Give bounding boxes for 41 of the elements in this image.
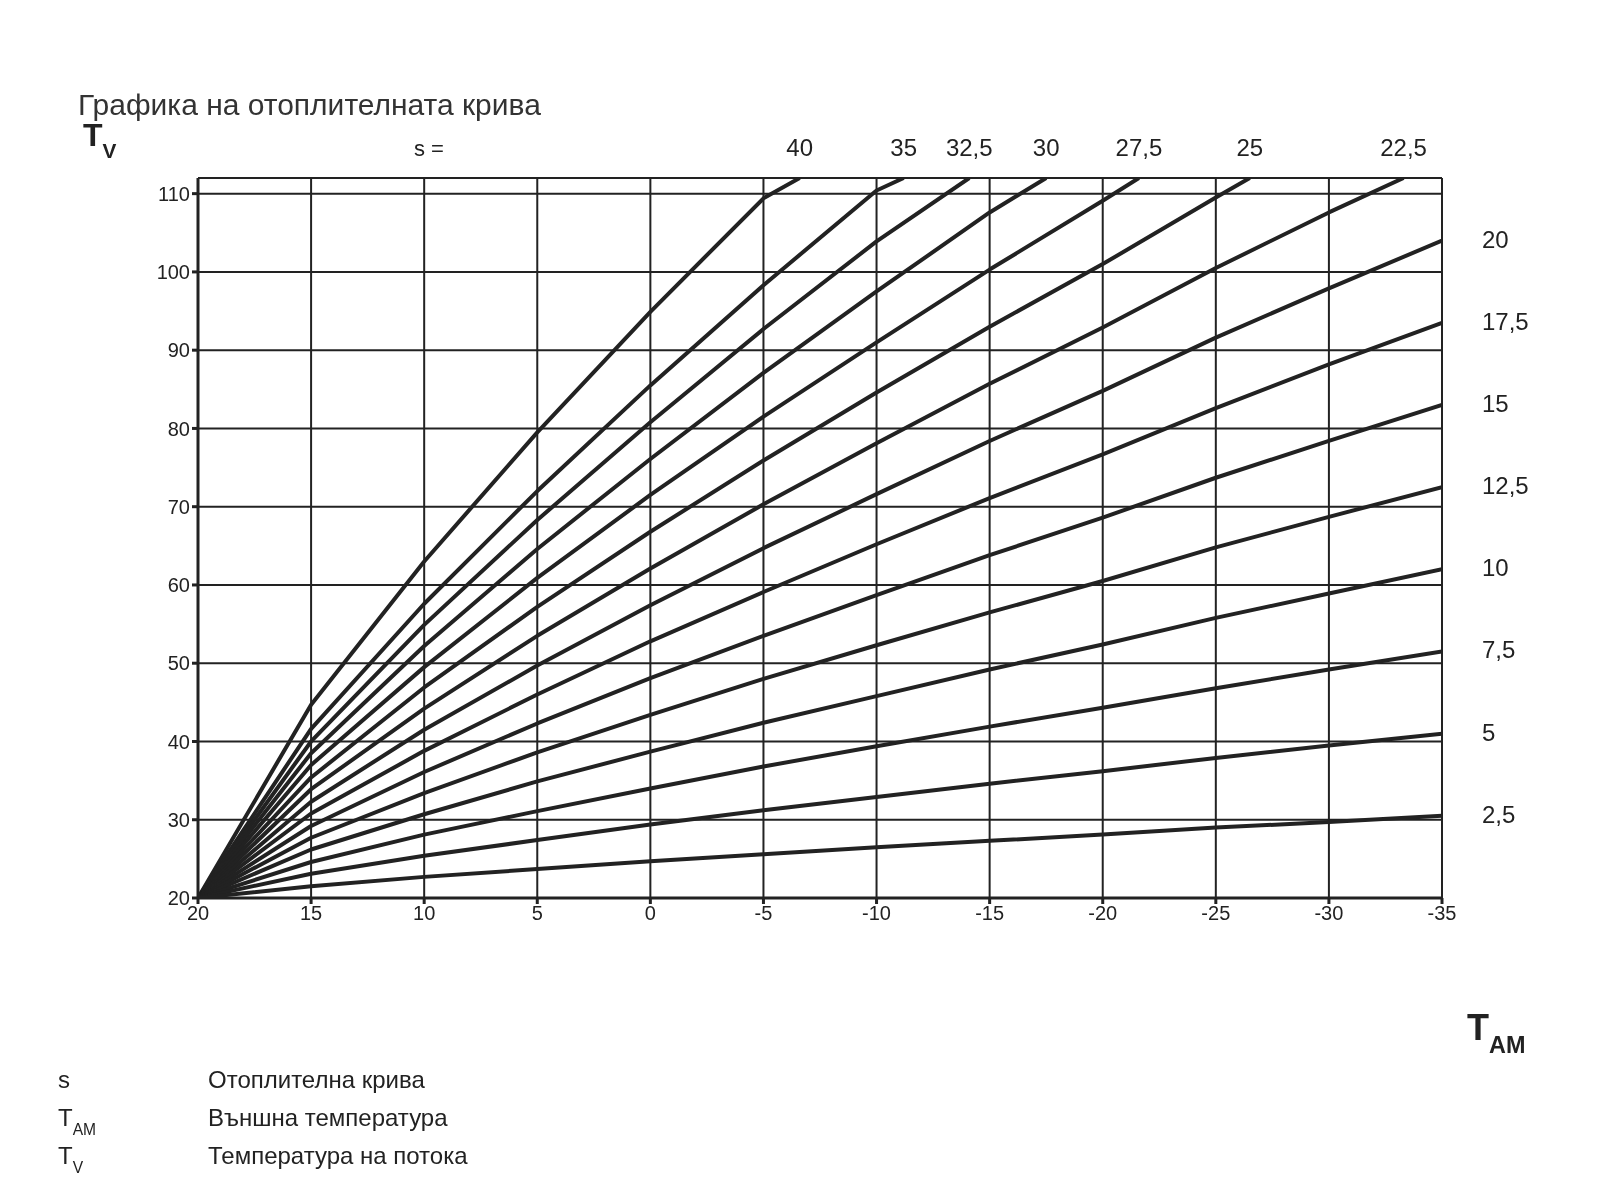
x-axis-title: T$_{AM}$ — [1467, 1007, 1526, 1058]
y-tick-label: 50 — [167, 652, 190, 675]
series-label: 22,5 — [1380, 134, 1427, 161]
chart-title: Графика на отоплителната крива — [78, 88, 541, 122]
series-label: 27,5 — [1115, 134, 1163, 161]
y-tick-label: 70 — [167, 495, 190, 518]
text: T$_{AM}$ Външна температура — [58, 1104, 448, 1138]
series-label: 10 — [1482, 554, 1509, 582]
series-label: 12,5 — [1482, 472, 1529, 500]
y-tick-label: 80 — [167, 417, 190, 440]
y-tick-label: 60 — [167, 574, 190, 597]
series-label: 40 — [786, 134, 813, 161]
y-tick-label: 110 — [158, 182, 190, 205]
x-tick-label: -15 — [975, 902, 1005, 925]
series-label: 7,5 — [1482, 636, 1516, 664]
x-tick-label: -10 — [862, 902, 891, 925]
series-label: 5 — [1482, 718, 1496, 746]
x-tick-label: -30 — [1314, 902, 1344, 925]
x-tick-label: -25 — [1201, 902, 1231, 925]
series-label: 30 — [1032, 134, 1060, 161]
x-tick-label: -20 — [1088, 902, 1118, 925]
y-tick-label: 40 — [167, 730, 190, 753]
series-label: 15 — [1482, 389, 1509, 417]
x-tick-label: 5 — [531, 902, 543, 925]
x-tick-label: 0 — [644, 902, 656, 925]
y-tick-label: 90 — [167, 339, 190, 362]
series-label: 20 — [1482, 225, 1509, 253]
x-tick-label: 10 — [413, 902, 436, 925]
x-tick-label: 15 — [299, 902, 323, 925]
series-label: 25 — [1236, 134, 1264, 161]
y-tick-label: 30 — [167, 808, 190, 831]
x-tick-label: -5 — [754, 902, 773, 925]
y-tick-label: 100 — [156, 261, 190, 284]
text: s = — [414, 136, 445, 161]
text: s Отоплителна крива — [58, 1066, 425, 1093]
series-label: 2,5 — [1482, 800, 1516, 828]
series-label: 17,5 — [1482, 307, 1529, 335]
text: T$_{V}$ Температура на потока — [58, 1142, 468, 1176]
x-tick-label: -35 — [1427, 902, 1457, 925]
series-label: 35 — [890, 134, 918, 161]
series-label: 32,5 — [945, 134, 993, 161]
